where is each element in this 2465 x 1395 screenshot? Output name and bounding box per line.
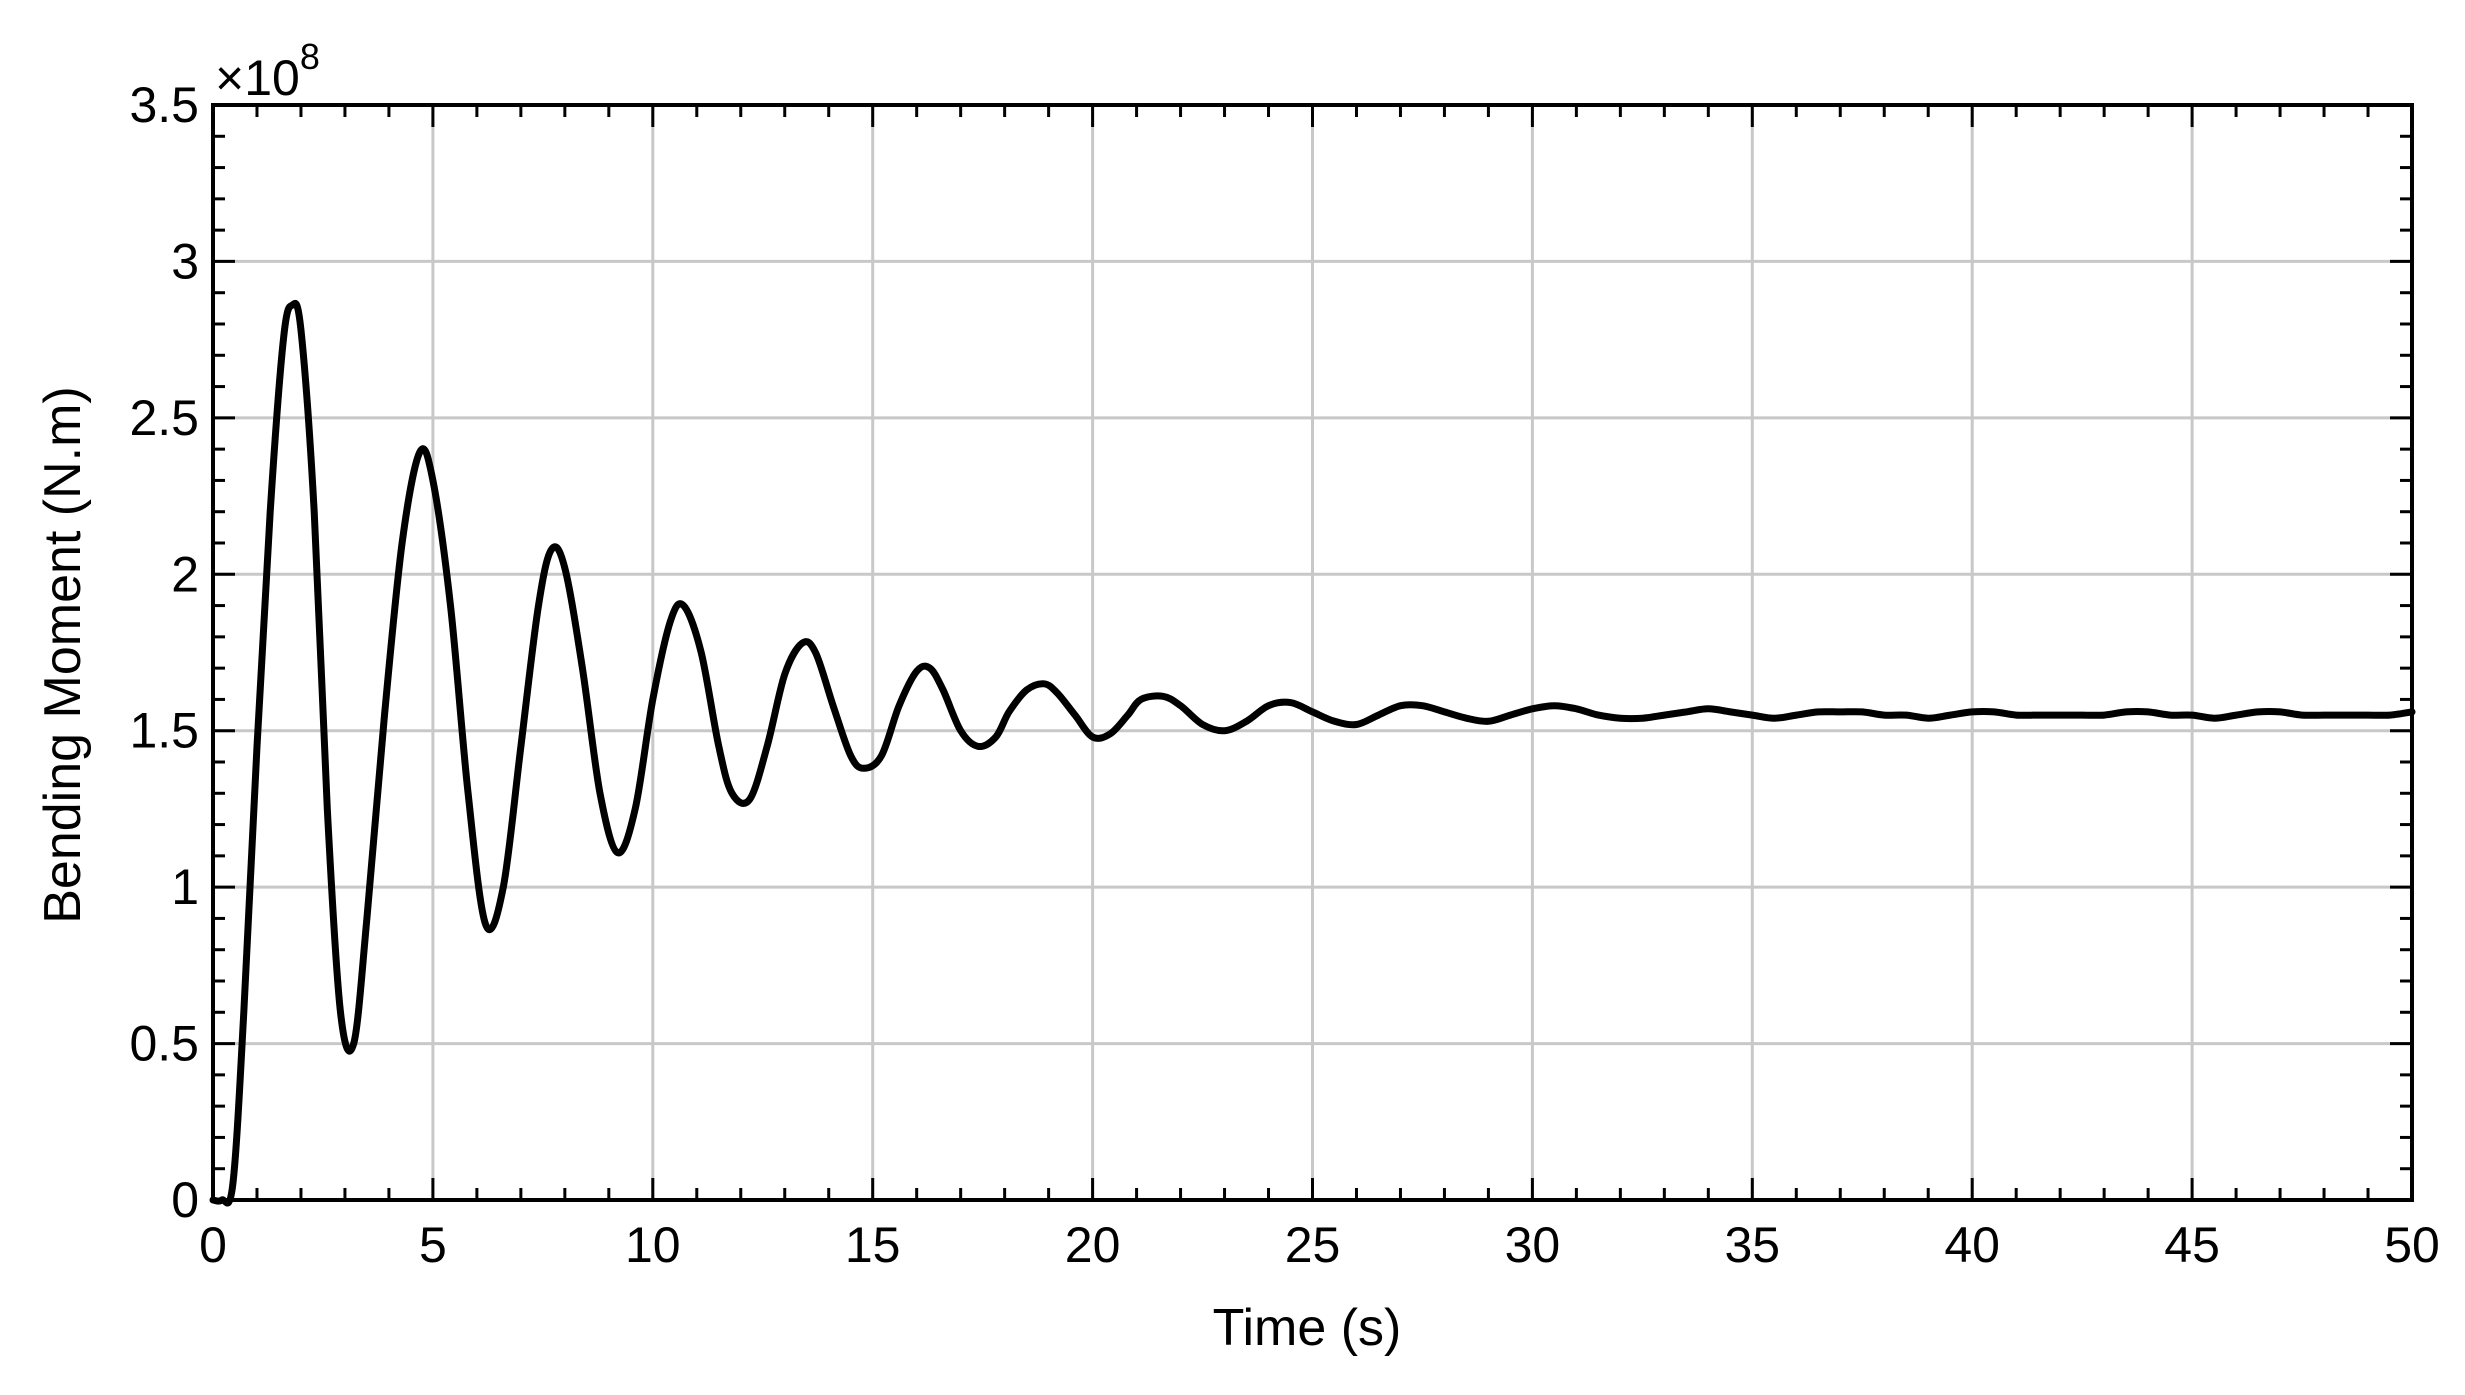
x-tick-label-7: 35 (1724, 1217, 1780, 1273)
series-line-0 (209, 299, 2416, 1207)
x-tick-label-1: 5 (419, 1217, 447, 1273)
y-axis-title: Bending Moment (N.m) (34, 386, 92, 924)
axis-ticks (211, 103, 2414, 1202)
y-tick-label-1: 0.5 (129, 1016, 199, 1072)
y-tick-label-7: 3.5 (129, 77, 199, 133)
y-tick-label-4: 2 (171, 546, 199, 602)
y-tick-label-2: 1 (171, 859, 199, 915)
x-tick-label-10: 50 (2384, 1217, 2440, 1273)
x-axis-title: Time (s) (1213, 1299, 1402, 1357)
grid-lines (213, 105, 2412, 1200)
y-exponent-base: ×10 (215, 50, 300, 106)
y-tick-label-6: 3 (171, 233, 199, 289)
data-line-layer (209, 299, 2416, 1207)
y-tick-label-0: 0 (171, 1172, 199, 1228)
y-tick-label-5: 2.5 (129, 390, 199, 446)
tick-labels: 0 5 10 15 20 25 30 35 40 45 50 0 0.5 1 1.5 2 2.5 3 3.5 (129, 77, 2439, 1273)
x-tick-label-8: 40 (1944, 1217, 2000, 1273)
y-tick-label-3: 1.5 (129, 703, 199, 759)
x-tick-label-5: 25 (1285, 1217, 1341, 1273)
y-exponent-label: ×108 (215, 36, 320, 106)
x-tick-label-6: 30 (1505, 1217, 1561, 1273)
x-tick-label-3: 15 (845, 1217, 901, 1273)
x-tick-label-0: 0 (199, 1217, 227, 1273)
x-tick-label-2: 10 (625, 1217, 681, 1273)
x-tick-label-4: 20 (1065, 1217, 1121, 1273)
x-tick-label-9: 45 (2164, 1217, 2220, 1273)
y-exponent-power: 8 (300, 36, 320, 77)
